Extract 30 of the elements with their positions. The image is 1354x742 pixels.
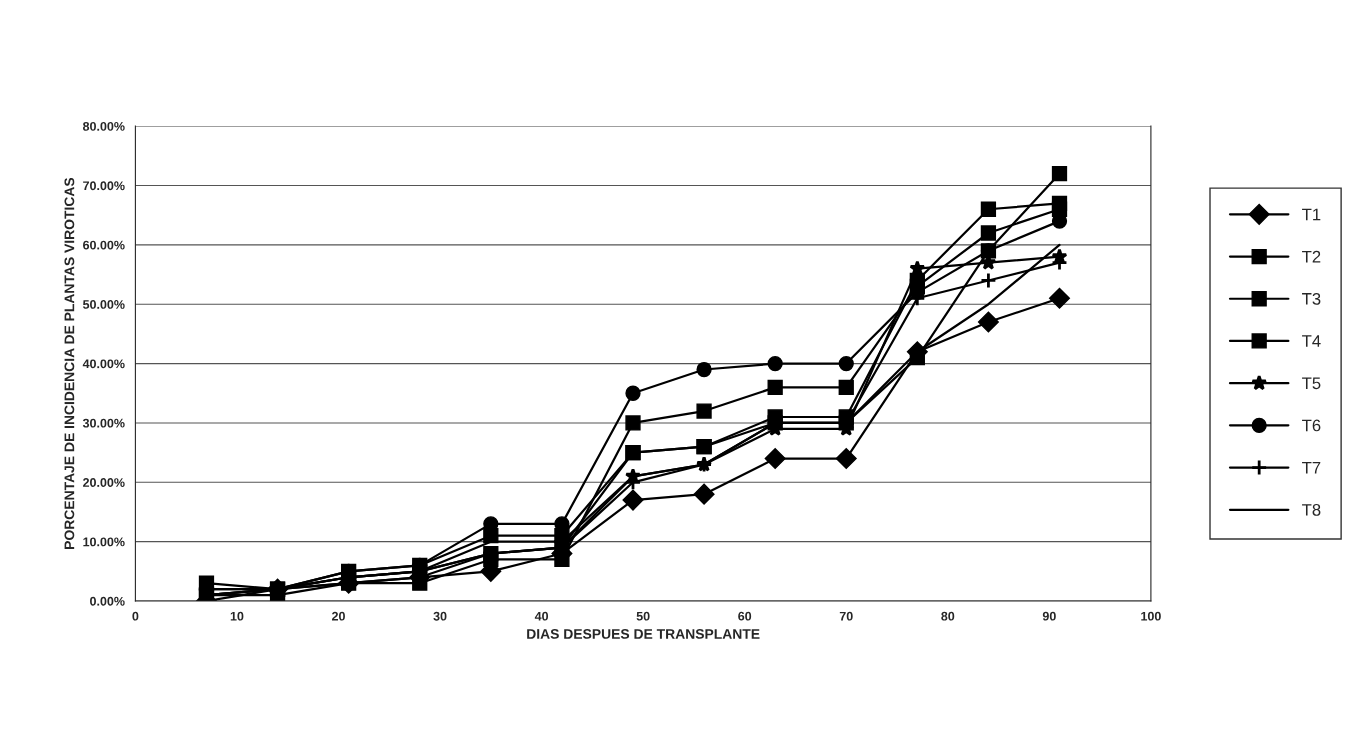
x-tick-label: 20 <box>331 611 345 621</box>
y-tick-label: 80.00% <box>82 121 125 131</box>
legend-label: T3 <box>1302 292 1321 305</box>
y-tick-label: 40.00% <box>82 359 125 369</box>
x-tick-label: 60 <box>738 611 752 621</box>
x-tick-label: 80 <box>941 611 955 621</box>
legend-label: T8 <box>1302 503 1321 516</box>
legend-label: T7 <box>1302 461 1321 474</box>
legend-label: T2 <box>1302 250 1321 263</box>
y-tick-label: 20.00% <box>83 478 125 487</box>
x-tick-label: 30 <box>433 611 447 621</box>
y-tick-label: 10.00% <box>83 537 125 547</box>
legend-label: T4 <box>1302 335 1321 347</box>
y-tick-label: 0.00% <box>90 596 125 606</box>
x-tick-label: 0 <box>132 611 139 621</box>
x-tick-label: 100 <box>1141 611 1161 621</box>
y-tick-label: 30.00% <box>82 418 125 428</box>
legend-label: T1 <box>1302 208 1321 221</box>
y-axis-title: PORCENTAJE DE INCIDENCIA DE PLANTAS VIROTICAS <box>64 177 75 549</box>
y-tick-label: 50.00% <box>82 300 125 309</box>
y-tick-label: 60.00% <box>83 240 125 250</box>
y-tick-label: 70.00% <box>83 181 125 191</box>
legend-label: T5 <box>1302 377 1321 390</box>
x-tick-label: 70 <box>839 611 853 621</box>
x-tick-label: 10 <box>230 611 244 621</box>
legend-label: T6 <box>1302 419 1321 432</box>
x-axis-title: DIAS DESPUES DE TRANSPLANTE <box>527 629 760 639</box>
x-tick-label: 40 <box>534 611 549 621</box>
x-tick-label: 90 <box>1042 611 1056 621</box>
x-tick-label: 50 <box>636 611 650 621</box>
